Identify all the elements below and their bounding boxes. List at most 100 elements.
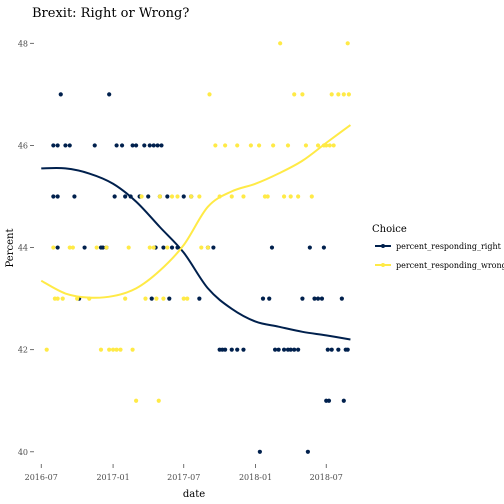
data-point-wrong bbox=[303, 143, 309, 148]
data-point-right bbox=[55, 245, 60, 250]
data-point-wrong bbox=[185, 296, 190, 301]
data-point-wrong bbox=[281, 194, 287, 199]
data-point-wrong bbox=[157, 194, 163, 199]
data-point-wrong bbox=[241, 194, 246, 199]
data-point-wrong bbox=[51, 245, 56, 250]
x-axis: 2016-07 2017-01 2017-07 2018-01 2018-07 bbox=[25, 464, 343, 482]
data-point-right bbox=[181, 194, 186, 199]
data-point-right bbox=[146, 194, 151, 199]
data-point-right bbox=[100, 245, 106, 250]
data-point-right bbox=[107, 92, 112, 97]
legend-label-right: percent_responding_right bbox=[396, 242, 502, 251]
data-point-wrong bbox=[55, 296, 60, 301]
data-point-right bbox=[51, 143, 56, 148]
data-point-right bbox=[142, 143, 147, 148]
data-point-wrong bbox=[300, 92, 305, 97]
data-point-wrong bbox=[292, 92, 297, 97]
data-point-right bbox=[312, 296, 317, 301]
data-point-right bbox=[341, 398, 346, 403]
data-point-right bbox=[281, 347, 287, 352]
data-point-right bbox=[257, 449, 262, 454]
y-tick-label: 48 bbox=[18, 39, 28, 48]
data-point-right bbox=[123, 194, 128, 199]
data-point-wrong bbox=[175, 194, 180, 199]
data-point-right bbox=[288, 347, 293, 352]
data-point-right bbox=[63, 143, 68, 148]
chart-title: Brexit: Right or Wrong? bbox=[32, 6, 189, 21]
data-point-wrong bbox=[346, 92, 351, 97]
data-point-right bbox=[159, 143, 164, 148]
points-layer bbox=[44, 41, 351, 454]
y-tick-label: 44 bbox=[18, 244, 28, 253]
data-point-right bbox=[296, 347, 301, 352]
data-point-right bbox=[307, 245, 312, 250]
data-point-wrong bbox=[134, 398, 139, 403]
data-point-wrong bbox=[336, 92, 341, 97]
data-point-right bbox=[151, 143, 156, 148]
data-point-right bbox=[325, 347, 330, 352]
data-point-wrong bbox=[75, 296, 80, 301]
data-point-wrong bbox=[107, 347, 112, 352]
data-point-right bbox=[211, 245, 216, 250]
data-point-right bbox=[92, 143, 97, 148]
data-point-right bbox=[321, 245, 326, 250]
data-point-wrong bbox=[60, 296, 65, 301]
data-point-right bbox=[167, 296, 172, 301]
data-point-wrong bbox=[296, 194, 301, 199]
data-point-right bbox=[260, 296, 266, 301]
y-tick-label: 46 bbox=[18, 141, 28, 150]
trend-layer bbox=[40, 124, 352, 341]
data-point-wrong bbox=[98, 347, 104, 352]
x-tick-label: 2018-07 bbox=[310, 473, 343, 482]
data-point-wrong bbox=[256, 143, 262, 148]
trend-line-right bbox=[41, 167, 351, 341]
data-point-wrong bbox=[147, 245, 152, 250]
data-point-right bbox=[269, 245, 275, 250]
data-point-wrong bbox=[44, 347, 49, 352]
y-axis-title: Percent bbox=[5, 229, 16, 268]
data-point-right bbox=[55, 143, 60, 148]
data-point-right bbox=[82, 245, 87, 250]
data-point-right bbox=[155, 143, 160, 148]
legend: Choice percent_responding_right percent_… bbox=[372, 224, 504, 270]
data-point-right bbox=[319, 296, 325, 301]
data-point-wrong bbox=[161, 296, 166, 301]
data-point-right bbox=[267, 296, 272, 301]
data-point-wrong bbox=[143, 296, 148, 301]
data-point-right bbox=[329, 347, 334, 352]
legend-item-right: percent_responding_right bbox=[375, 242, 502, 251]
data-point-right bbox=[276, 347, 281, 352]
data-point-wrong bbox=[309, 194, 314, 199]
data-point-wrong bbox=[104, 245, 109, 250]
data-point-right bbox=[149, 296, 154, 301]
trend-line-wrong bbox=[40, 124, 352, 299]
data-point-right bbox=[112, 194, 117, 199]
data-point-wrong bbox=[189, 194, 194, 199]
data-point-right bbox=[58, 92, 63, 97]
data-point-wrong bbox=[123, 296, 128, 301]
x-tick-label: 2017-07 bbox=[167, 473, 200, 482]
data-point-wrong bbox=[199, 245, 204, 250]
data-point-wrong bbox=[197, 194, 202, 199]
data-point-right bbox=[55, 194, 60, 199]
data-point-right bbox=[119, 143, 125, 148]
plot-area bbox=[40, 41, 352, 454]
data-point-right bbox=[305, 449, 310, 454]
y-tick-label: 40 bbox=[18, 448, 28, 457]
legend-label-wrong: percent_responding_wrong bbox=[396, 261, 504, 270]
data-point-right bbox=[345, 347, 350, 352]
data-point-wrong bbox=[327, 143, 332, 148]
legend-key-dot bbox=[381, 244, 385, 248]
data-point-wrong bbox=[110, 347, 116, 352]
data-point-right bbox=[197, 296, 202, 301]
data-point-right bbox=[165, 194, 170, 199]
data-point-right bbox=[134, 143, 139, 148]
data-point-right bbox=[169, 245, 175, 250]
data-point-wrong bbox=[271, 143, 276, 148]
data-point-wrong bbox=[165, 245, 170, 250]
data-point-right bbox=[161, 245, 166, 250]
data-point-right bbox=[272, 347, 278, 352]
data-point-right bbox=[336, 347, 341, 352]
data-point-right bbox=[315, 296, 321, 301]
